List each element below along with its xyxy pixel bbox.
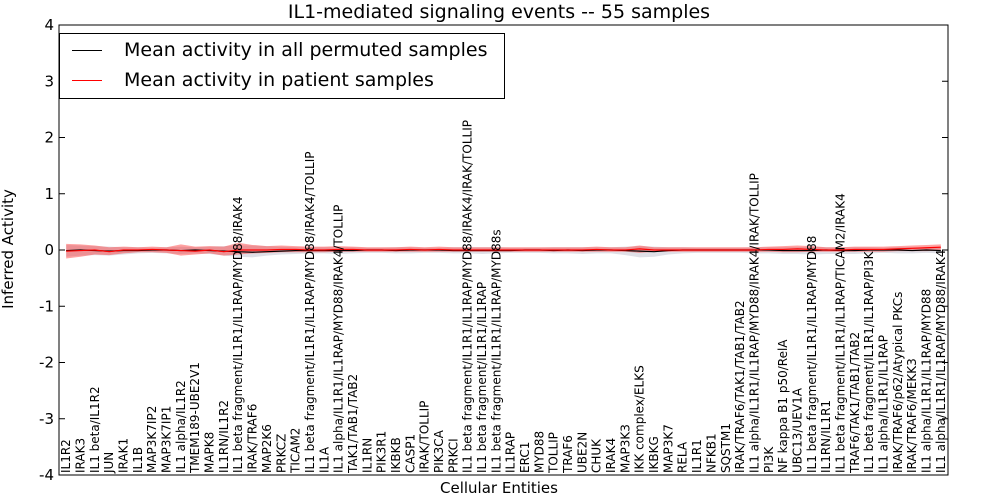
x-tick-label: MYD88 [532, 431, 546, 473]
legend-item-permuted: Mean activity in all permuted samples [72, 39, 487, 61]
y-tick-label: -1 [39, 297, 54, 315]
x-tick-label: UBC13/UEV1A [790, 387, 804, 473]
x-tick-label: IL1 beta fragment/IL1R1/IL1RAP/MYD88/IRA… [461, 120, 475, 473]
x-axis-label: Cellular Entities [440, 479, 558, 497]
x-tick-label: NF kappa B1 p50/RelA [776, 339, 790, 473]
y-tick-label: -3 [39, 410, 54, 428]
x-tick-label: IRAK3 [74, 438, 88, 473]
y-tick-label: 3 [44, 72, 54, 90]
legend-swatch-permuted [72, 49, 102, 51]
x-tick-label: IL1 beta fragment/IL1R1/IL1RAP/MYD88/IRA… [303, 152, 317, 473]
x-tick-label: IL1RAP [504, 432, 518, 473]
x-tick-label: IL1 beta fragment/IL1R1/IL1RAP/MYD88/IRA… [231, 196, 245, 473]
y-tick-label: 2 [44, 129, 54, 147]
x-tick-label: PIK3CA [432, 429, 446, 473]
x-tick-label: PRKCI [446, 438, 460, 473]
legend: Mean activity in all permuted samples Me… [59, 33, 505, 99]
x-tick-label: RELA [676, 441, 690, 473]
x-tick-label: PRKCZ [274, 434, 288, 473]
x-tick-label: PI3K [762, 446, 776, 473]
x-tick-label: IKBKB [389, 437, 403, 473]
legend-swatch-patient [72, 79, 102, 81]
x-tick-label: IL1 beta fragment/IL1R1/IL1RAP/MYD88s [489, 229, 503, 473]
y-tick-label: 0 [44, 241, 54, 259]
x-tick-label: MAP3K3 [618, 424, 632, 473]
x-tick-label: IRAK/TRAF6/TAK1/TAB1/TAB2 [733, 300, 747, 473]
x-tick-label: PIK3R1 [375, 431, 389, 473]
x-tick-label: IRAK4 [604, 438, 618, 473]
x-tick-label: IL1B [131, 447, 145, 473]
x-tick-label: MAP3K7IP2 [145, 406, 159, 473]
x-tick-label: TAK1/TAB1/TAB2 [346, 374, 360, 474]
x-tick-label: IL1 alpha/IL1R1/IL1RAP/MYD88/IRAK4/IRAK/… [747, 173, 761, 473]
x-tick-label: TRAF6/TAK1/TAB1/TAB2 [848, 332, 862, 474]
y-tick-label: 4 [44, 16, 54, 34]
chart-title: IL1-mediated signaling events -- 55 samp… [288, 1, 710, 23]
x-tick-label: IL1 alpha/IL1R1/IL1RAP/MYD88/IRAK4 [934, 250, 948, 473]
x-tick-label: IKK complex/ELKS [633, 365, 647, 473]
x-tick-label: TOLLIP [547, 432, 561, 474]
x-tick-label: IL1 alpha/IL1R1/IL1RAP [876, 335, 890, 473]
x-tick-label: IL1RN/IL1R1 [819, 400, 833, 473]
x-tick-label: IRAK/TRAF6/MEKK3 [905, 358, 919, 473]
x-tick-label: SQSTM1 [719, 423, 733, 473]
x-tick-label: IL1 beta fragment/IL1R1/IL1RAP [475, 282, 489, 473]
series-line-1 [66, 246, 941, 253]
x-tick-label: MAP3K7IP1 [160, 406, 174, 473]
x-tick-label: IRAK/TRAF6/p62/Atypical PKCs [891, 292, 905, 473]
y-tick-label: -4 [39, 466, 54, 484]
x-tick-label: TICAM2 [289, 428, 303, 474]
x-tick-label: IL1R2 [59, 439, 73, 473]
x-tick-label: IRAK1 [117, 438, 131, 473]
x-tick-label: IL1RN/IL1R2 [217, 400, 231, 473]
legend-label-patient: Mean activity in patient samples [124, 69, 434, 91]
x-tick-label: TMEM189-UBE2V1 [188, 362, 202, 474]
legend-label-permuted: Mean activity in all permuted samples [124, 39, 488, 61]
x-tick-label: IL1 beta fragment/IL1R1/IL1RAP/PI3K [862, 250, 876, 473]
x-tick-label: MAPK8 [203, 432, 217, 473]
x-tick-label: IL1 alpha/IL1R1/IL1RAP/MYD88 [919, 289, 933, 473]
legend-item-patient: Mean activity in patient samples [72, 69, 434, 91]
x-tick-label: IKBKG [647, 436, 661, 473]
x-tick-label: IL1 beta fragment/IL1R1/IL1RAP/TICAM2/IR… [833, 193, 847, 473]
x-tick-label: IRAK/TOLLIP [418, 401, 432, 473]
y-tick-label: -2 [39, 354, 54, 372]
x-tick-label: UBE2N [575, 432, 589, 473]
x-tick-label: NFKB1 [704, 433, 718, 473]
x-tick-label: IRAK/TRAF6 [246, 404, 260, 473]
x-tick-label: MAP3K7 [661, 424, 675, 473]
plot-area [58, 24, 949, 476]
y-axis-label: Inferred Activity [0, 189, 17, 309]
x-tick-label: IL1A [317, 446, 331, 473]
y-tick-label: 1 [44, 185, 54, 203]
x-tick-label: IL1 alpha/IL1R1/IL1RAP/MYD88/IRAK4/TOLLI… [332, 205, 346, 473]
x-tick-label: JUN [102, 452, 116, 474]
x-tick-label: IL1R1 [690, 439, 704, 473]
x-tick-label: TRAF6 [561, 435, 575, 474]
x-tick-label: IL1 beta fragment/IL1R1/IL1RAP/MYD88 [805, 236, 819, 473]
x-tick-label: IL1RN [360, 438, 374, 473]
x-tick-label: CHUK [590, 438, 604, 473]
x-tick-label: MAP2K6 [260, 424, 274, 473]
x-tick-label: IL1 alpha/IL1R2 [174, 380, 188, 473]
x-tick-label: CASP1 [403, 434, 417, 473]
x-tick-label: IL1 beta/IL1R2 [88, 386, 102, 473]
x-tick-label: ERC1 [518, 442, 532, 473]
